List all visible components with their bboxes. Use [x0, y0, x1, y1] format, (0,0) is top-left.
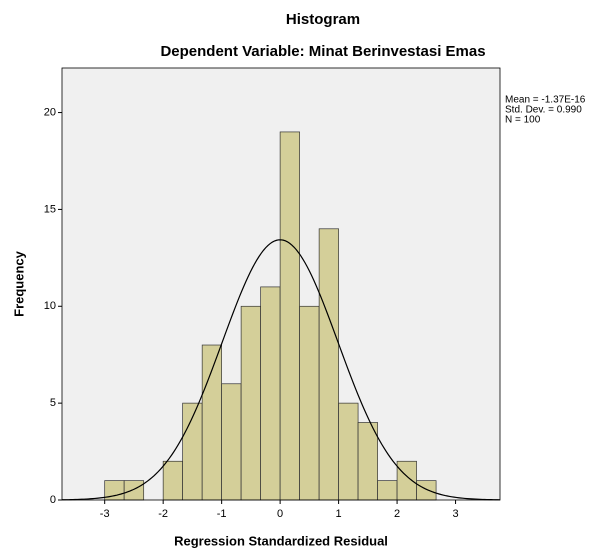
bar — [279, 131, 300, 501]
normal-curve — [61, 239, 501, 501]
bar — [338, 402, 359, 501]
x-tick-label: -1 — [217, 508, 227, 520]
bar — [123, 480, 145, 501]
x-tick-label: 0 — [277, 508, 283, 520]
y-axis-label: Frequency — [11, 250, 26, 317]
bar — [201, 344, 222, 501]
x-axis-label: Regression Standardized Residual — [174, 533, 388, 548]
bar — [260, 286, 281, 501]
bar — [396, 460, 417, 501]
chart-subtitle: Dependent Variable: Minat Berinvestasi E… — [160, 43, 485, 60]
chart-title: Histogram — [286, 11, 360, 28]
stat-n: N = 100 — [505, 115, 541, 126]
bar — [299, 305, 320, 501]
y-tick-label: 10 — [44, 300, 56, 312]
x-tick-label: -2 — [158, 508, 168, 520]
y-tick-label: 20 — [44, 106, 56, 118]
bar — [162, 460, 183, 501]
bar — [221, 383, 242, 501]
x-tick-label: -3 — [100, 508, 110, 520]
x-tick-label: 3 — [452, 508, 458, 520]
x-tick-label: 2 — [394, 508, 400, 520]
stat-mean: Mean = -1.37E-16 — [505, 95, 586, 106]
bar — [377, 480, 398, 501]
bar — [240, 305, 261, 501]
plot-border — [61, 67, 501, 501]
y-tick-label: 5 — [50, 397, 56, 409]
bar — [357, 422, 378, 501]
y-tick-label: 15 — [44, 203, 56, 215]
bar — [416, 480, 437, 501]
y-tick-label: 0 — [50, 494, 56, 506]
x-tick-label: 1 — [336, 508, 342, 520]
bar — [318, 228, 339, 501]
stat-std: Std. Dev. = 0.990 — [505, 105, 582, 116]
